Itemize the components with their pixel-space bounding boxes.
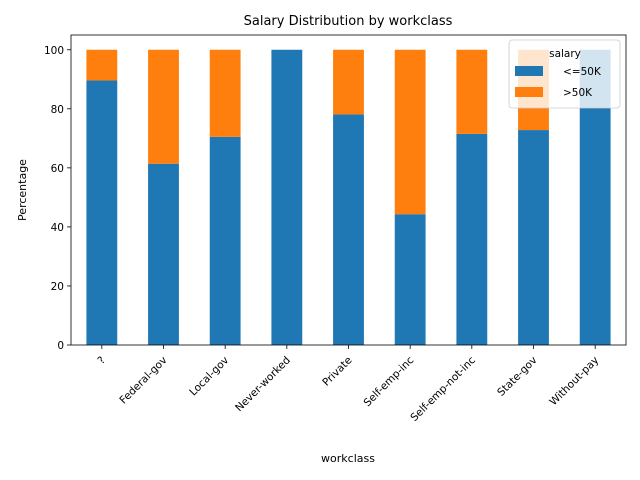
x-tick-label: ?	[96, 354, 108, 366]
legend: salary <=50K >50K	[508, 39, 621, 109]
x-tick-label: Self-emp-inc	[362, 354, 417, 409]
bar-private-series-1	[333, 49, 364, 115]
bar-private-series-0	[333, 114, 364, 346]
y-tick-label: 60	[51, 163, 64, 175]
x-tick-label: Without-pay	[547, 354, 601, 408]
y-tick-label: 40	[51, 222, 64, 234]
bar-federal-gov-series-1	[148, 49, 179, 164]
bar-self-emp-not-inc-series-0	[456, 133, 488, 345]
legend-swatch-le50k	[515, 66, 543, 76]
bar-never-worked-series-0	[271, 49, 303, 346]
y-tick-label: 80	[51, 104, 64, 116]
legend-title: salary	[549, 48, 581, 60]
bar-federal-gov-series-0	[148, 163, 179, 345]
y-tick-label: 100	[44, 45, 64, 57]
legend-label-gt50k: >50K	[563, 87, 593, 99]
bar-local-gov-series-1	[209, 49, 241, 137]
bar-state-gov-series-0	[518, 130, 549, 345]
x-axis-label: workclass	[321, 452, 375, 465]
legend-label-le50k: <=50K	[563, 66, 602, 78]
y-axis: 0 20 40 60 80 100	[44, 45, 71, 352]
chart-title: Salary Distribution by workclass	[244, 14, 453, 29]
bar-unknown-series-0	[86, 80, 118, 345]
bar-self-emp-inc-series-0	[394, 214, 426, 345]
y-tick-label: 0	[57, 340, 64, 352]
x-tick-label: Self-emp-not-inc	[408, 354, 478, 424]
x-tick-label: Private	[320, 354, 354, 388]
x-axis: ? Federal-gov Local-gov Never-worked Private…	[96, 345, 601, 424]
x-tick-label: Never-worked	[233, 354, 293, 414]
bar-unknown-series-1	[86, 49, 118, 81]
x-tick-label: Local-gov	[187, 354, 231, 398]
bar-self-emp-not-inc-series-1	[456, 49, 488, 134]
bar-self-emp-inc-series-1	[394, 49, 426, 215]
y-tick-label: 20	[51, 281, 64, 293]
x-tick-label: Federal-gov	[117, 354, 169, 406]
bars-layer	[86, 49, 611, 346]
y-axis-label: Percentage	[16, 159, 29, 221]
bar-local-gov-series-0	[209, 136, 241, 345]
x-tick-label: State-gov	[495, 354, 539, 398]
legend-swatch-gt50k	[515, 87, 543, 97]
